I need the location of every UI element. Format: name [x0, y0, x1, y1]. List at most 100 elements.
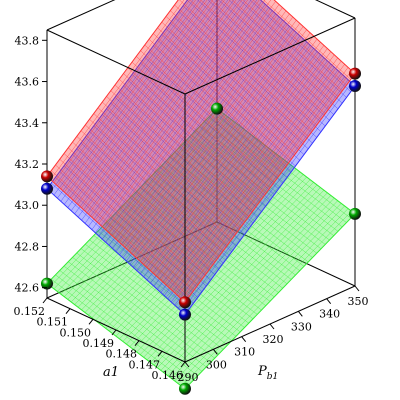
surface-2-mesh-v [199, 125, 339, 232]
surface-0-mesh-v [210, 0, 330, 109]
x-tick-mark [111, 329, 117, 336]
surface-1-mesh-v [165, 28, 305, 155]
surface-0-mesh-v [131, 61, 271, 189]
surface-2-mesh-v [157, 169, 296, 276]
surface-1-mesh-v [157, 39, 296, 167]
surface-2-mesh-v [178, 147, 317, 254]
surface-0-mesh-u [53, 0, 191, 183]
z-tick-label: 43.4 [15, 117, 40, 130]
surface-0-mesh-u [91, 0, 254, 218]
surface-1-mesh-u [77, 0, 240, 218]
surface-0-mesh-v [273, 0, 356, 74]
surface-1-mesh-u [70, 0, 229, 211]
y-tick-label: 310 [234, 346, 255, 359]
surface-0-mesh-u [50, 0, 185, 180]
z-tick-label: 43.0 [15, 199, 40, 212]
surface-0-mesh-u [95, 0, 260, 221]
surface-1-mesh-v [239, 0, 347, 98]
x-tick-label: 0.146 [152, 369, 184, 382]
y-tick-mark [184, 361, 190, 368]
surface-2-mesh-u [64, 121, 235, 297]
y-tick-label: 290 [178, 371, 199, 384]
surface-0-mesh-u [108, 4, 280, 234]
surface-2-corner-marker [41, 277, 53, 290]
surface-2-mesh-v [46, 283, 186, 389]
x-tick-mark [134, 340, 140, 346]
z-tick-label: 43.8 [15, 34, 40, 47]
surface-0-mesh-u [67, 0, 214, 196]
x-tick-label: 0.148 [106, 348, 138, 361]
surface-0-mesh-v [221, 0, 334, 103]
surface-2-corner-marker [349, 207, 361, 220]
surface-0 [46, 0, 356, 303]
surface-1-mesh-u [91, 0, 263, 230]
surface-1-mesh-u [108, 16, 280, 246]
surface-1-mesh-v [144, 57, 283, 184]
surface-0-mesh-u [112, 7, 283, 237]
surface-1-mesh-u [81, 0, 246, 221]
surface-1-mesh-v [260, 0, 356, 87]
x-tick-mark [65, 308, 71, 314]
surface-1-mesh-v [207, 0, 334, 115]
x-tick-label: 0.152 [14, 305, 46, 318]
y-tick-mark [326, 298, 332, 304]
y-axis-label: Pb1 [257, 364, 278, 382]
y-tick-mark [241, 336, 247, 342]
surface-1-mesh-u [98, 7, 269, 237]
y-tick-mark [297, 311, 303, 317]
surface-1-mesh-v [161, 34, 300, 161]
surface-0-mesh-u [88, 0, 248, 215]
surface-1-mesh-u [112, 19, 283, 249]
surface-0-mesh-v [153, 33, 292, 160]
surface-2-mesh-u [67, 124, 238, 300]
surface-1-corner-marker [179, 308, 191, 321]
surface-2-corner-marker [211, 102, 223, 115]
z-tick-label: 42.6 [15, 282, 40, 295]
surface-0-corner-marker [179, 296, 191, 309]
surface-2-mesh-u [50, 111, 221, 287]
x-tick-mark [42, 297, 48, 304]
surface-0-mesh-u [77, 0, 231, 205]
surface-0-mesh-u [101, 0, 272, 227]
z-tick-label: 43.6 [15, 76, 40, 89]
surface-1-mesh-u [67, 0, 223, 208]
x-tick-label: 0.149 [83, 337, 115, 350]
y-tick-label: 320 [263, 333, 284, 346]
surface-0-mesh-v [231, 0, 339, 97]
box-edge-top-a [46, 29, 186, 95]
surface-0-mesh-v [242, 0, 343, 91]
surface-2-mesh-u [105, 153, 276, 329]
surface-1-mesh-v [182, 5, 322, 132]
surface-0-corner-marker [349, 67, 361, 80]
x-tick-mark [180, 361, 186, 368]
surface-1-mesh-u [101, 10, 273, 240]
surface-1-corner-marker [349, 80, 361, 93]
x-tick-mark [157, 351, 163, 357]
surface-0-mesh-v [148, 39, 288, 166]
surface-0-mesh-v [263, 0, 351, 80]
surface-0-mesh-u [60, 0, 202, 190]
surface-1-mesh-u [57, 0, 206, 199]
surface-0-mesh-u [98, 0, 266, 224]
surface-0-mesh-v [252, 0, 347, 86]
surface-2-mesh-v [191, 134, 330, 241]
surface-1-mesh-v [197, 0, 330, 121]
y-tick-label: 340 [319, 308, 340, 321]
surface-0-mesh-u [46, 0, 179, 177]
surface-0-mesh-v [200, 0, 326, 114]
surface-1-mesh-u [88, 0, 258, 227]
surface-1-mesh-v [174, 17, 313, 144]
surface-1-mesh-v [136, 68, 275, 195]
y-tick-label: 330 [291, 320, 312, 333]
surface-1-mesh-u [84, 0, 252, 224]
surface-1-mesh-u [105, 13, 276, 243]
surface-0-mesh-u [105, 1, 276, 231]
y-tick-mark [269, 323, 275, 330]
surface-1-mesh-u [74, 0, 235, 215]
y-tick-mark [212, 349, 218, 355]
z-tick-label: 42.8 [15, 240, 40, 253]
box-edge-top-b [184, 17, 356, 95]
ticks-layer: 42.642.843.043.243.443.643.80.1460.1470.… [14, 34, 369, 384]
surface-1-mesh-u [53, 0, 200, 196]
